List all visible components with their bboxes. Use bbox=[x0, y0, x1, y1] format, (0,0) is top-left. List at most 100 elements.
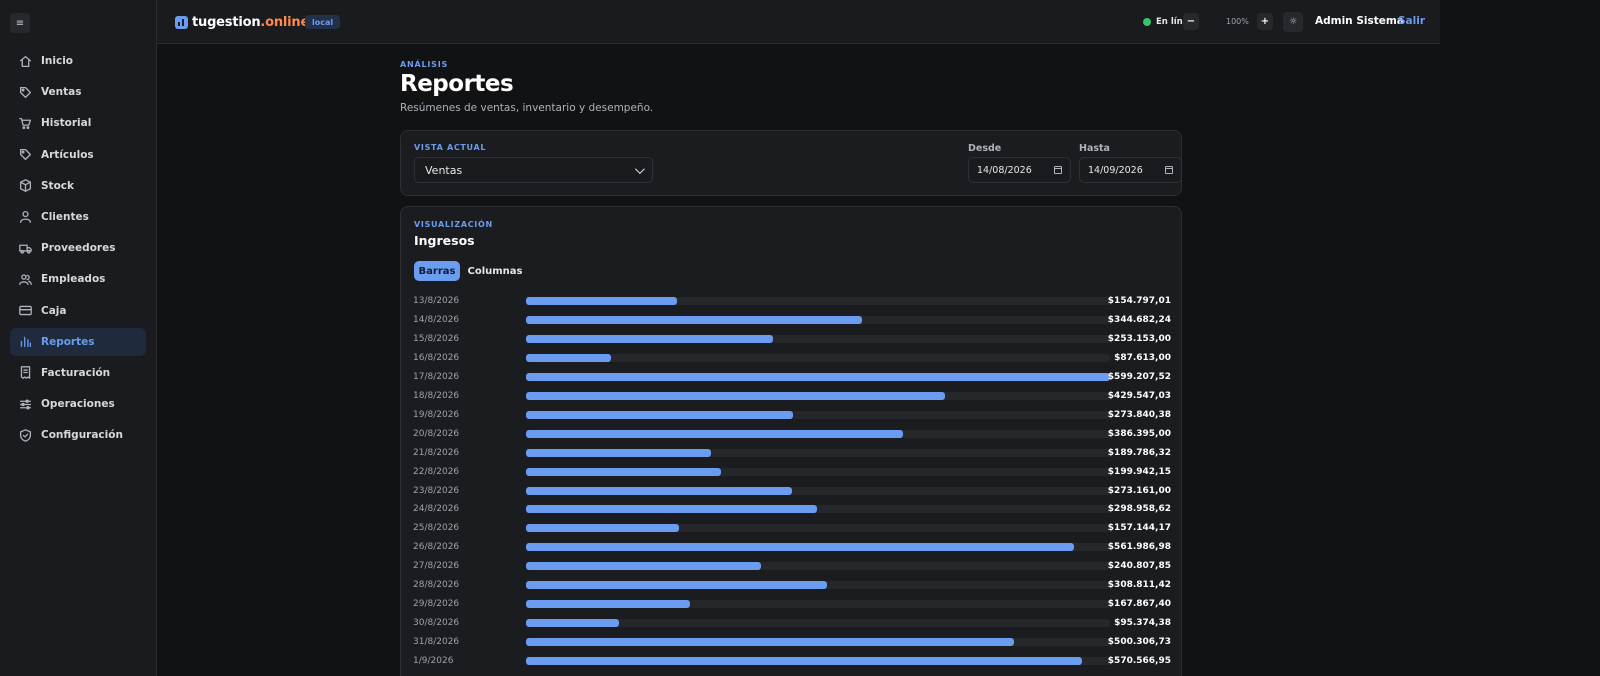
chart-category-label: 28/8/2026 bbox=[413, 580, 460, 591]
chart-category-label: 14/8/2026 bbox=[413, 314, 460, 325]
tag-icon bbox=[19, 149, 32, 161]
sidebar-item-facturacion[interactable]: Facturación bbox=[10, 359, 146, 387]
sidebar-item-articulos[interactable]: Artículos bbox=[10, 141, 146, 169]
chart-bar-track bbox=[526, 505, 1110, 514]
chart-value-label: $599.207,52 bbox=[1107, 371, 1171, 382]
chart-row: 21/8/2026 $189.786,32 bbox=[401, 447, 1183, 459]
page-title: Reportes bbox=[400, 71, 514, 97]
top-header: tugestion.online local En línea − 100% +… bbox=[157, 0, 1440, 44]
sidebar-item-configuracion[interactable]: Configuración bbox=[10, 421, 146, 449]
chart-value-label: $273.840,38 bbox=[1107, 409, 1171, 420]
chart-category-label: 16/8/2026 bbox=[413, 352, 460, 363]
chart-category-label: 30/8/2026 bbox=[413, 618, 460, 629]
chart-row: 18/8/2026 $429.547,03 bbox=[401, 390, 1183, 402]
sidebar-item-operaciones[interactable]: Operaciones bbox=[10, 390, 146, 418]
chart-bar bbox=[526, 467, 721, 476]
chart-bar bbox=[526, 410, 793, 419]
sidebar-item-label: Clientes bbox=[41, 210, 89, 223]
chart-bar bbox=[526, 619, 619, 628]
chart-bar-track bbox=[526, 353, 1110, 362]
sidebar-item-historial[interactable]: Historial bbox=[10, 109, 146, 137]
chart-bar-track bbox=[526, 297, 1110, 305]
chart-bar bbox=[526, 391, 945, 400]
logout-link[interactable]: Salir bbox=[1398, 15, 1426, 27]
chart-value-label: $561.986,98 bbox=[1107, 542, 1171, 553]
sidebar-item-empleados[interactable]: Empleados bbox=[10, 265, 146, 293]
sidebar-item-reportes[interactable]: Reportes bbox=[10, 327, 146, 356]
chart-bar-track bbox=[526, 486, 1110, 495]
chart-bar bbox=[526, 638, 1014, 647]
page-subtitle: Resúmenes de ventas, inventario y desemp… bbox=[400, 102, 654, 114]
chart-bar bbox=[526, 297, 677, 305]
cart-icon bbox=[19, 117, 32, 129]
chart-category-label: 18/8/2026 bbox=[413, 390, 460, 401]
from-date-input[interactable]: 14/08/2026 bbox=[968, 157, 1071, 183]
view-select[interactable]: Ventas bbox=[414, 157, 653, 183]
sidebar-item-caja[interactable]: Caja bbox=[10, 297, 146, 325]
chart-bar bbox=[526, 372, 1110, 381]
filters-card: VISTA ACTUAL Ventas Desde 14/08/2026 Has… bbox=[400, 130, 1182, 196]
chart-row: 16/8/2026 $87.613,00 bbox=[401, 352, 1183, 364]
sidebar-item-clientes[interactable]: Clientes bbox=[10, 203, 146, 231]
calendar-icon[interactable] bbox=[1165, 166, 1173, 174]
visualization-eyebrow: VISUALIZACIÓN bbox=[414, 220, 493, 229]
chart-value-label: $386.395,00 bbox=[1107, 428, 1171, 439]
chart-row: 19/8/2026 $273.840,38 bbox=[401, 409, 1183, 421]
chart-category-label: 24/8/2026 bbox=[413, 504, 460, 515]
sidebar: ≡ Inicio Ventas Historial Artículos Stock Cli… bbox=[0, 0, 157, 676]
sidebar-nav: Inicio Ventas Historial Artículos Stock Clien… bbox=[10, 47, 146, 452]
chart-row: 17/8/2026 $599.207,52 bbox=[401, 371, 1183, 383]
brand-tld: .online bbox=[260, 15, 310, 30]
connection-status: En línea bbox=[1143, 17, 1194, 27]
chart-bar-track bbox=[526, 315, 1110, 324]
chart-bar bbox=[526, 657, 1083, 666]
chart-bar bbox=[526, 562, 761, 571]
chart-bar bbox=[526, 581, 827, 590]
chart-category-label: 27/8/2026 bbox=[413, 561, 460, 572]
visualization-card: VISUALIZACIÓN Ingresos Barras Columnas 1… bbox=[400, 206, 1182, 676]
chart-category-label: 23/8/2026 bbox=[413, 485, 460, 496]
sidebar-item-label: Artículos bbox=[41, 148, 94, 161]
chart-bar-track bbox=[526, 410, 1110, 419]
sidebar-item-ventas[interactable]: Ventas bbox=[10, 78, 146, 106]
chart-bar-track bbox=[526, 638, 1110, 647]
user-icon bbox=[19, 211, 32, 224]
chart-category-label: 21/8/2026 bbox=[413, 447, 460, 458]
chart-value-label: $273.161,00 bbox=[1107, 485, 1171, 496]
tab-columnas[interactable]: Columnas bbox=[467, 265, 523, 277]
to-date-input[interactable]: 14/09/2026 bbox=[1079, 157, 1182, 183]
sidebar-toggle-icon[interactable]: ≡ bbox=[10, 13, 30, 33]
chart-row: 20/8/2026 $386.395,00 bbox=[401, 428, 1183, 440]
chart-row: 29/8/2026 $167.867,40 bbox=[401, 598, 1183, 610]
sidebar-item-inicio[interactable]: Inicio bbox=[10, 47, 146, 75]
chart-category-label: 22/8/2026 bbox=[413, 466, 460, 477]
chart-bar bbox=[526, 543, 1074, 552]
chart-value-label: $253.153,00 bbox=[1107, 333, 1171, 344]
chart-bar bbox=[526, 315, 862, 324]
zoom-out-button[interactable]: − bbox=[1183, 13, 1199, 30]
chart-bar bbox=[526, 448, 711, 457]
status-text: En línea bbox=[1156, 17, 1195, 27]
brand-logo[interactable]: tugestion.online bbox=[175, 15, 309, 30]
chart-row: 1/9/2026 $570.566,95 bbox=[401, 655, 1183, 667]
tab-barras[interactable]: Barras bbox=[414, 261, 460, 281]
chart-value-label: $154.797,01 bbox=[1107, 296, 1171, 306]
chart-value-label: $429.547,03 bbox=[1107, 390, 1171, 401]
calendar-icon[interactable] bbox=[1054, 166, 1062, 174]
sidebar-item-proveedores[interactable]: Proveedores bbox=[10, 234, 146, 262]
chart-value-label: $167.867,40 bbox=[1107, 599, 1171, 610]
sidebar-item-label: Ventas bbox=[41, 86, 82, 99]
chart-value-label: $87.613,00 bbox=[1114, 352, 1171, 363]
receipt-icon bbox=[20, 366, 31, 380]
chart-row: 31/8/2026 $500.306,73 bbox=[401, 636, 1183, 648]
sidebar-item-label: Facturación bbox=[41, 366, 111, 379]
zoom-in-button[interactable]: + bbox=[1257, 13, 1273, 30]
sidebar-item-stock[interactable]: Stock bbox=[10, 172, 146, 200]
bar-chart-icon bbox=[20, 336, 32, 348]
chart-category-label: 13/8/2026 bbox=[413, 296, 460, 306]
chart-bar-track bbox=[526, 391, 1110, 400]
theme-toggle-icon[interactable]: ☼ bbox=[1283, 12, 1303, 32]
chart-category-label: 25/8/2026 bbox=[413, 523, 460, 534]
chart-bar bbox=[526, 353, 612, 362]
sidebar-item-label: Configuración bbox=[41, 429, 123, 442]
